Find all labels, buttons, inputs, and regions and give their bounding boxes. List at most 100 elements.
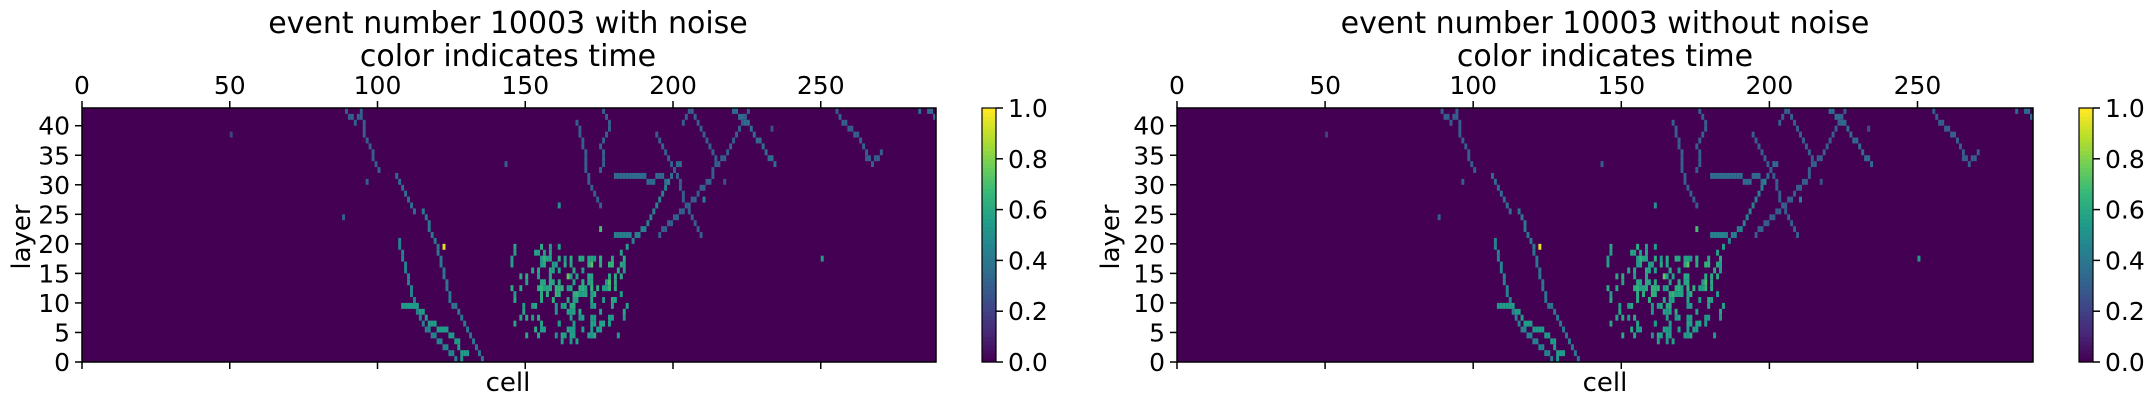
hit-cell xyxy=(1659,255,1663,262)
hit-cell xyxy=(1716,273,1720,280)
hit-cell xyxy=(1742,178,1746,185)
hit-cell xyxy=(1636,279,1640,286)
hit-cell xyxy=(575,273,579,280)
hit-cell xyxy=(1754,196,1758,203)
hit-cell xyxy=(838,113,842,120)
hit-cell xyxy=(454,302,458,309)
hit-cell xyxy=(1523,320,1527,327)
hit-cell xyxy=(569,308,573,315)
hit-cell xyxy=(575,338,579,345)
hit-cell xyxy=(1639,285,1643,292)
hit-cell xyxy=(616,267,620,274)
hit-cell xyxy=(1639,261,1643,268)
hit-cell xyxy=(1461,178,1465,185)
hit-cell xyxy=(566,297,570,303)
hit-cell xyxy=(1775,161,1779,168)
hit-cell xyxy=(433,332,437,339)
hit-cell xyxy=(1520,326,1524,333)
hit-cell xyxy=(1698,137,1702,144)
colorbar-segment xyxy=(2079,260,2093,266)
hit-cell xyxy=(690,196,694,203)
hit-cell xyxy=(448,332,452,339)
colorbar-segment xyxy=(2079,124,2093,130)
hit-cell xyxy=(1772,214,1776,221)
hit-cell xyxy=(664,149,668,156)
hit-cell xyxy=(1796,184,1800,191)
hit-cell xyxy=(344,108,348,114)
hit-cell xyxy=(578,255,582,262)
hit-cell xyxy=(1499,267,1503,274)
hit-cell xyxy=(1775,208,1779,215)
hit-cell xyxy=(1674,291,1678,298)
heatmap-chart-without-noise: event number 10003 without noise color i… xyxy=(1096,6,2145,398)
hit-cell xyxy=(545,255,549,262)
colorbar-segment xyxy=(2079,349,2093,355)
hit-cell xyxy=(1707,297,1711,303)
hit-cell xyxy=(1559,320,1563,327)
colorbar-segment xyxy=(2079,163,2093,168)
hit-cell xyxy=(1529,332,1533,339)
hit-cell xyxy=(646,220,650,227)
hit-cell xyxy=(395,172,399,179)
colorbar-segment xyxy=(2079,188,2093,194)
hit-cell xyxy=(1698,161,1702,168)
hit-cell xyxy=(605,131,608,138)
hit-cell xyxy=(1496,302,1500,309)
hit-cell xyxy=(560,302,564,309)
hit-cell xyxy=(2024,108,2028,114)
colorbar-segment xyxy=(982,201,996,206)
hit-cell xyxy=(1730,172,1734,179)
hit-cell xyxy=(1653,202,1657,209)
hit-cell xyxy=(1719,232,1722,238)
hit-cell xyxy=(1636,255,1640,262)
hit-cell xyxy=(640,172,644,179)
hit-cell xyxy=(421,320,425,327)
hit-cell xyxy=(534,326,538,333)
hit-cell xyxy=(1840,119,1844,126)
hit-cell xyxy=(540,291,543,298)
colorbar-segment xyxy=(2079,226,2093,232)
hit-cell xyxy=(1716,261,1720,268)
hit-cell xyxy=(1671,273,1675,280)
hit-cell xyxy=(581,291,585,298)
hit-cell xyxy=(525,332,529,339)
hit-cell xyxy=(1541,344,1545,351)
colorbar-segment xyxy=(2079,184,2093,190)
hit-cell xyxy=(1633,314,1637,321)
colorbar-segment xyxy=(2079,146,2093,151)
hit-cell xyxy=(1683,332,1687,339)
hit-cell xyxy=(1754,172,1758,179)
hit-cell xyxy=(445,326,449,333)
hit-cell xyxy=(513,243,517,250)
hit-cell xyxy=(1730,232,1734,238)
hit-cell xyxy=(587,273,591,280)
hit-cell xyxy=(1674,255,1678,262)
hit-cell xyxy=(537,249,541,256)
hit-cell xyxy=(602,137,606,144)
hit-cell xyxy=(1647,279,1651,286)
colorbar-tick-label: 1.0 xyxy=(1008,94,1048,123)
hit-cell xyxy=(634,172,638,179)
colorbar-segment xyxy=(982,171,996,177)
hit-cell xyxy=(607,314,611,321)
hit-cell xyxy=(1677,279,1681,286)
hit-cell xyxy=(1917,255,1921,262)
hit-cell xyxy=(1781,113,1785,120)
hit-cell xyxy=(865,149,869,156)
hit-cell xyxy=(1541,285,1545,292)
hit-cell xyxy=(519,285,523,292)
hit-cell xyxy=(581,137,585,144)
hit-cell xyxy=(593,190,597,197)
hit-cell xyxy=(1567,338,1571,345)
hit-cell xyxy=(1553,338,1557,345)
hit-cell xyxy=(1810,155,1814,162)
colorbar-segment xyxy=(982,306,996,312)
colorbar-segment xyxy=(2079,302,2093,308)
hit-cell xyxy=(460,350,464,357)
hit-cell xyxy=(599,308,603,315)
hit-cell xyxy=(1739,226,1743,233)
hit-cell xyxy=(1713,172,1717,179)
hit-cell xyxy=(1544,291,1548,298)
hit-cell xyxy=(1736,172,1740,179)
hit-cell xyxy=(1464,143,1468,150)
